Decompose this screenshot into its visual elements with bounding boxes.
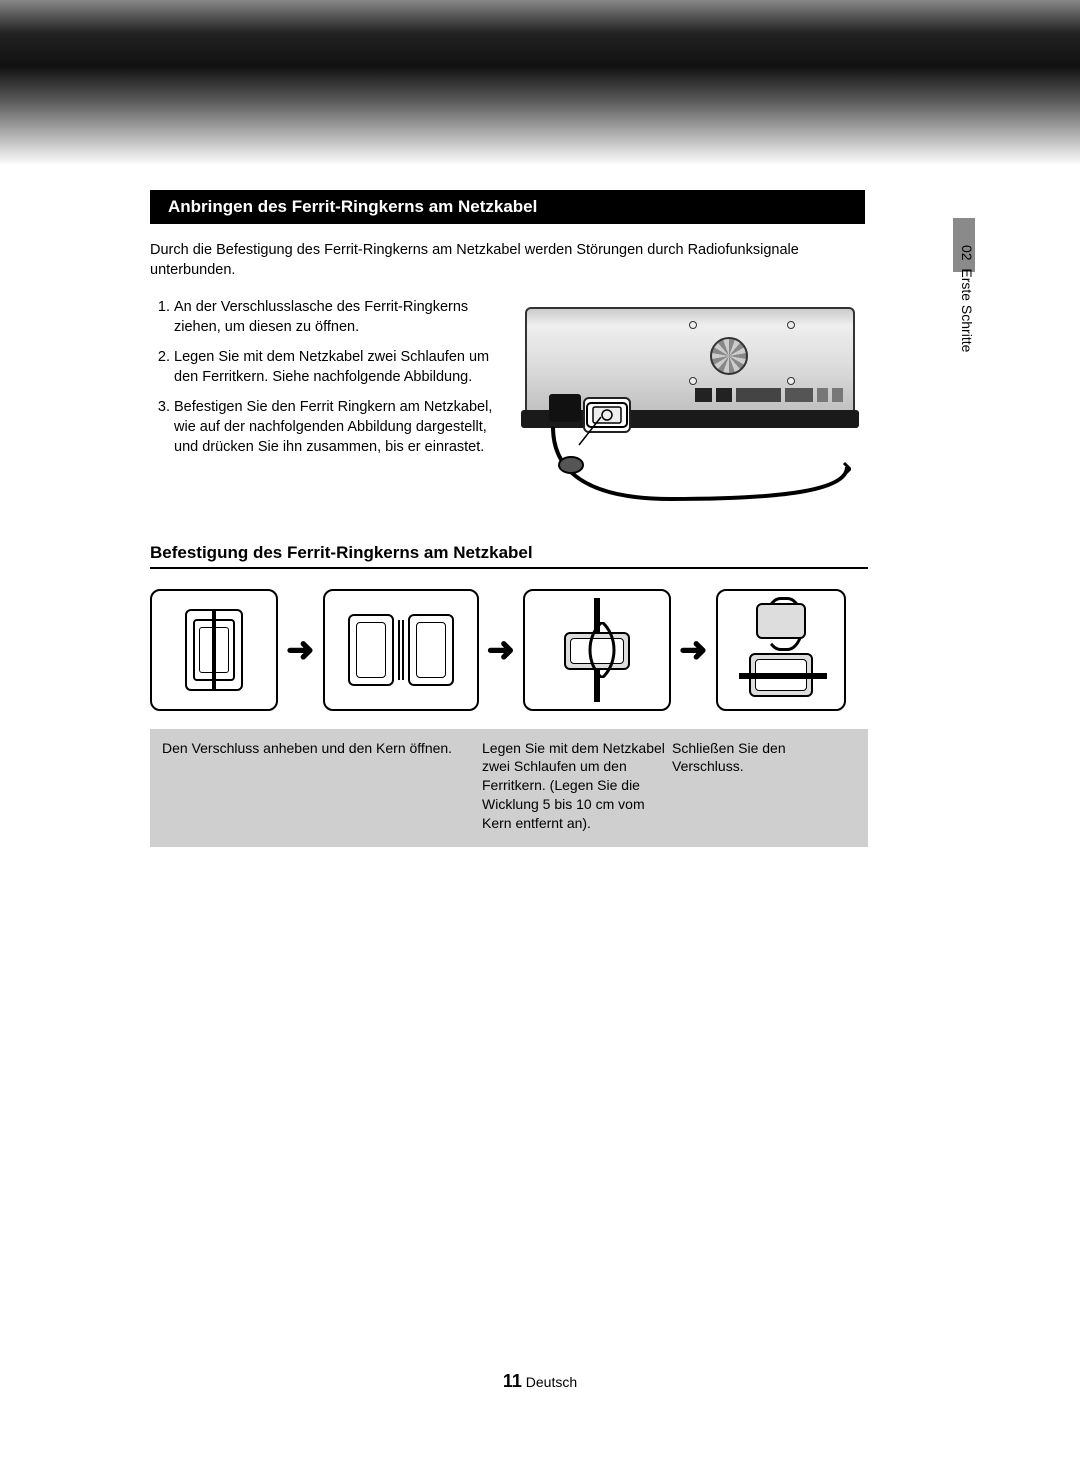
caption-3: Schließen Sie den Verschluss. — [672, 739, 842, 833]
steps-list: An der Verschlusslasche des Ferrit-Ringk… — [150, 297, 495, 507]
seq-step-3-figure — [523, 589, 671, 711]
caption-1: Den Verschluss anheben und den Kern öffn… — [162, 739, 482, 833]
device-illustration — [515, 297, 865, 507]
arrow-icon: ➜ — [485, 630, 518, 670]
section-title: Anbringen des Ferrit-Ringkerns am Netzka… — [168, 197, 537, 216]
step-1-text: An der Verschlusslasche des Ferrit-Ringk… — [174, 299, 468, 335]
instruction-sequence: ➜ ➜ ➜ — [150, 589, 868, 711]
intro-paragraph: Durch die Befestigung des Ferrit-Ringker… — [150, 240, 870, 281]
page-language: Deutsch — [526, 1374, 577, 1390]
arrow-icon: ➜ — [284, 630, 317, 670]
step-2: Legen Sie mit dem Netzkabel zwei Schlauf… — [174, 347, 495, 387]
captions-row: Den Verschluss anheben und den Kern öffn… — [150, 729, 868, 847]
arrow-icon: ➜ — [677, 630, 710, 670]
page-top-gradient — [0, 0, 1080, 165]
main-row: An der Verschlusslasche des Ferrit-Ringk… — [150, 297, 940, 507]
subsection-title: Befestigung des Ferrit-Ringkerns am Netz… — [150, 543, 940, 563]
content-area: Anbringen des Ferrit-Ringkerns am Netzka… — [0, 190, 1080, 847]
step-2-text: Legen Sie mit dem Netzkabel zwei Schlauf… — [174, 349, 489, 385]
section-header: Anbringen des Ferrit-Ringkerns am Netzka… — [150, 190, 865, 224]
seq-step-2-figure — [323, 589, 479, 711]
seq-step-1-figure — [150, 589, 278, 711]
subsection-rule — [150, 567, 868, 569]
page-number: 11 — [503, 1371, 522, 1391]
caption-2: Legen Sie mit dem Netzkabel zwei Schlauf… — [482, 739, 672, 833]
step-1: An der Verschlusslasche des Ferrit-Ringk… — [174, 297, 495, 337]
seq-step-4-figure — [716, 589, 846, 711]
step-3: Befestigen Sie den Ferrit Ringkern am Ne… — [174, 397, 495, 457]
step-3-text: Befestigen Sie den Ferrit Ringkern am Ne… — [174, 399, 492, 455]
page-footer: 11 Deutsch — [0, 1371, 1080, 1392]
